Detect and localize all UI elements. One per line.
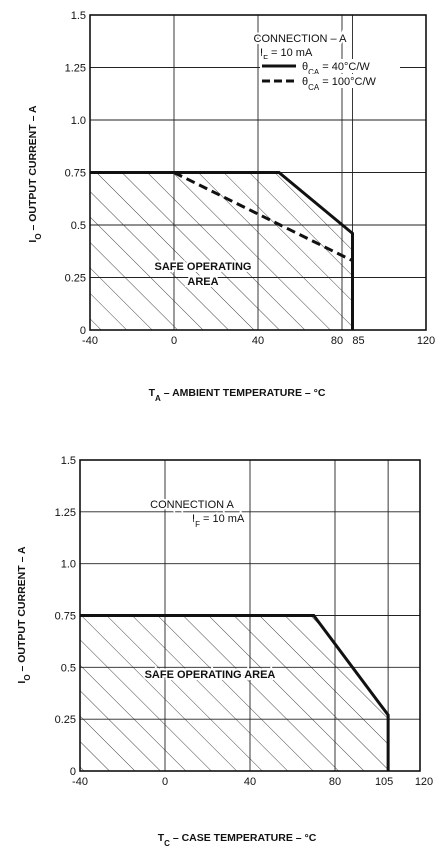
annotation-current: IF = 10 mA bbox=[192, 513, 245, 529]
y-tick-label: 0.25 bbox=[65, 273, 86, 285]
legend-bg bbox=[260, 59, 400, 73]
y-axis-label: IO – OUTPUT CURRENT – A bbox=[27, 105, 43, 243]
x-tick-label: 80 bbox=[331, 335, 343, 347]
x-tick-label: 40 bbox=[252, 335, 264, 347]
x-tick-label: -40 bbox=[82, 335, 98, 347]
area-label: SAFE OPERATING bbox=[155, 261, 252, 273]
chart-2: 00.250.50.751.01.251.5-40 0 40 80 105 120SAFE… bbox=[16, 455, 433, 848]
legend-entry: θCA = 100°C/W bbox=[302, 76, 377, 92]
legend-entry: θCA = 40°C/W bbox=[302, 61, 370, 77]
x-tick-label: 120 bbox=[417, 335, 435, 347]
x-axis-label: TC – CASE TEMPERATURE – °C bbox=[158, 832, 317, 848]
x-tick-label: 0 bbox=[162, 776, 168, 788]
y-tick-label: 0 bbox=[80, 325, 86, 337]
y-tick-label: 0.25 bbox=[55, 714, 76, 726]
y-tick-label: 1.25 bbox=[65, 63, 86, 75]
y-tick-label: 1.0 bbox=[71, 115, 86, 127]
x-tick-label: -40 bbox=[72, 776, 88, 788]
x-axis-label: TA – AMBIENT TEMPERATURE – °C bbox=[149, 387, 326, 403]
y-tick-label: 1.5 bbox=[71, 10, 86, 22]
series-line-solid bbox=[80, 614, 390, 771]
y-tick-label: 0.5 bbox=[61, 662, 76, 674]
series-line-solid bbox=[90, 171, 354, 330]
safe-area-hatch bbox=[80, 615, 389, 771]
x-tick-label: 40 bbox=[244, 776, 256, 788]
y-tick-label: 1.5 bbox=[61, 455, 76, 467]
x-tick-label: 120 bbox=[415, 776, 433, 788]
x-tick-label: 80 bbox=[329, 776, 341, 788]
series-line-dashed bbox=[90, 171, 354, 330]
y-tick-label: 1.25 bbox=[55, 507, 76, 519]
annotation-connection: CONNECTION A bbox=[150, 499, 234, 511]
y-tick-label: 0.5 bbox=[71, 220, 86, 232]
x-tick-label: 85 bbox=[352, 335, 364, 347]
legend-bg bbox=[260, 74, 400, 88]
y-tick-label: 0.75 bbox=[55, 611, 76, 623]
y-tick-label: 0 bbox=[70, 766, 76, 778]
annotation-current: IF = 10 mA bbox=[260, 47, 313, 63]
y-tick-label: 0.75 bbox=[65, 168, 86, 180]
area-label: SAFE OPERATING AREA bbox=[145, 669, 276, 681]
y-axis-label: IO – OUTPUT CURRENT – A bbox=[16, 546, 32, 684]
chart-1: 00.250.50.751.01.251.5-40 0 40 80 85 120SAFE … bbox=[27, 10, 435, 403]
y-tick-label: 1.0 bbox=[61, 559, 76, 571]
area-label: AREA bbox=[187, 276, 218, 288]
annotation-connection: CONNECTION – A bbox=[254, 33, 348, 45]
safe-area-hatch bbox=[90, 172, 353, 330]
x-tick-label: 0 bbox=[171, 335, 177, 347]
x-tick-label: 105 bbox=[375, 776, 393, 788]
